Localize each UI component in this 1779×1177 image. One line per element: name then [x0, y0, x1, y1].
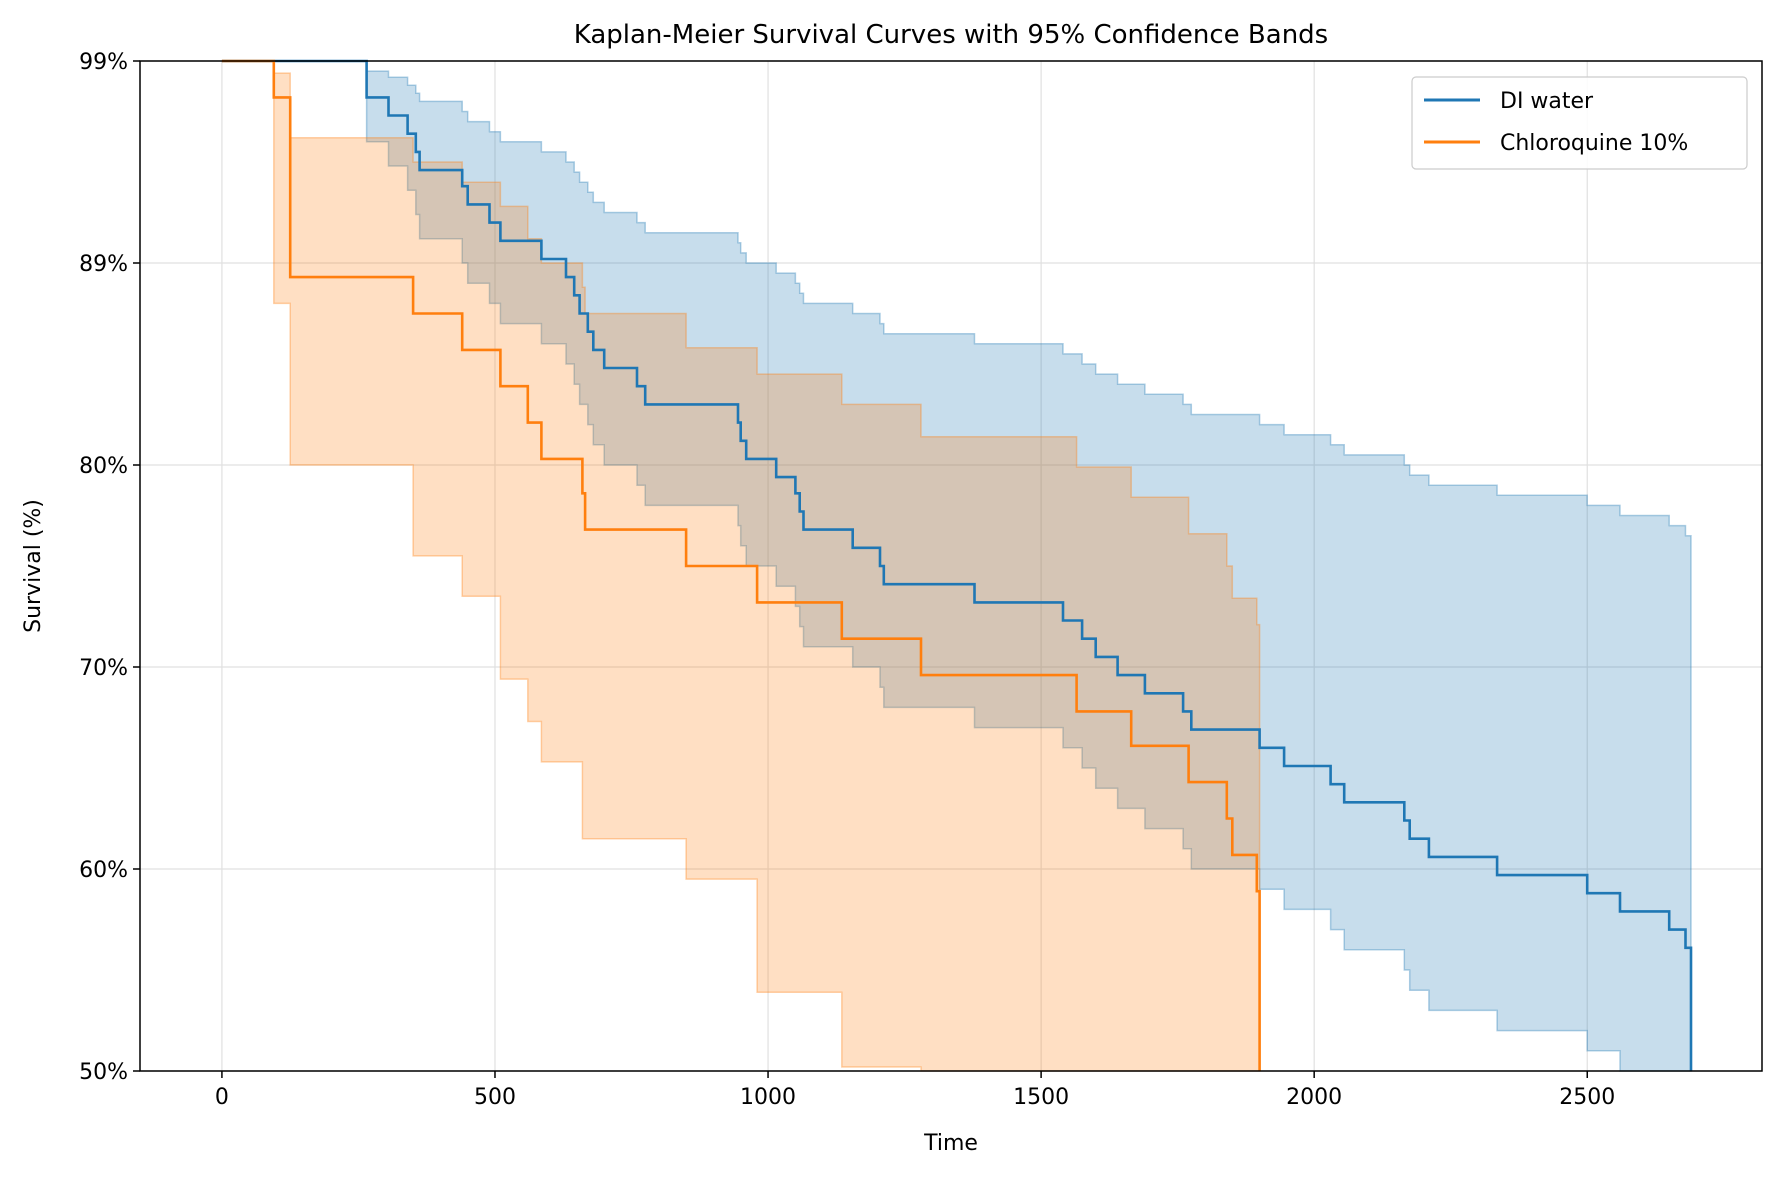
y-tick-label: 80%	[79, 454, 128, 479]
x-tick-label: 2500	[1559, 1085, 1615, 1110]
y-axis-ticks: 50% 60% 70% 80% 89% 99%	[79, 50, 140, 1085]
y-axis-label: Survival (%)	[21, 499, 46, 633]
y-tick-label: 50%	[79, 1060, 128, 1085]
x-tick-label: 2000	[1286, 1085, 1342, 1110]
x-axis-label: Time	[923, 1131, 978, 1156]
y-tick-label: 99%	[79, 50, 128, 75]
chart-title: Kaplan-Meier Survival Curves with 95% Co…	[574, 20, 1328, 50]
x-axis-ticks: 0 500 1000 1500 2000 2500	[215, 1071, 1615, 1110]
x-tick-label: 0	[215, 1085, 229, 1110]
survival-line-di-water	[221, 59, 1693, 1071]
survival-lines	[221, 59, 1693, 1071]
legend-box	[1411, 76, 1748, 170]
legend-label-di-water: DI water	[1500, 89, 1594, 114]
x-tick-label: 500	[474, 1085, 516, 1110]
legend-label-chloroquine: Chloroquine 10%	[1500, 131, 1688, 156]
x-tick-label: 1500	[1013, 1085, 1069, 1110]
y-tick-label: 70%	[79, 656, 128, 681]
y-tick-label: 60%	[79, 858, 128, 883]
y-tick-label: 89%	[79, 252, 128, 277]
plot-frame	[139, 60, 1763, 1072]
grid-lines	[140, 60, 1762, 1072]
ci-band-di-water	[221, 60, 1692, 1072]
survival-line-chloroquine-10	[221, 59, 1261, 1071]
legend: DI water Chloroquine 10%	[1411, 76, 1748, 170]
x-tick-label: 1000	[740, 1085, 796, 1110]
